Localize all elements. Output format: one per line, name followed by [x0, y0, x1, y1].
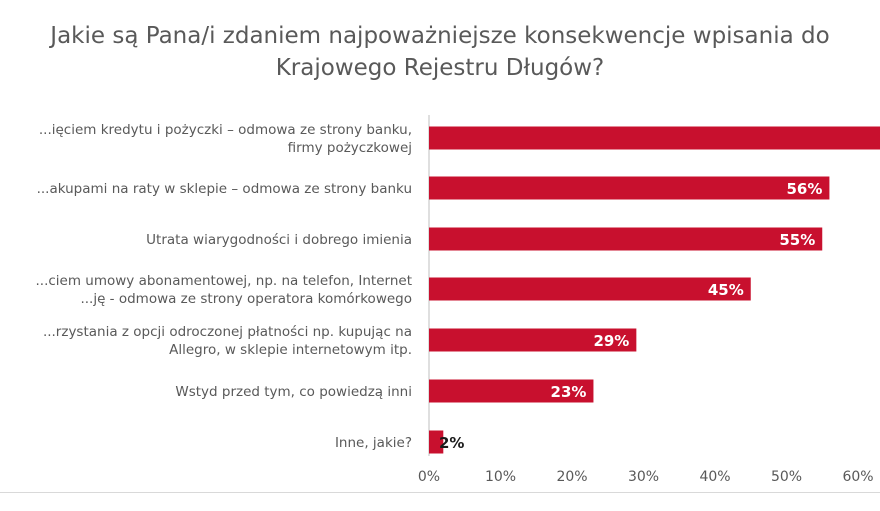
category-label-3-line-1: Utrata wiarygodności i dobrego imienia	[146, 232, 412, 248]
category-label-7-line-1: Inne, jakie?	[335, 435, 412, 451]
bar-6	[429, 379, 594, 403]
chart-title-line-2: Krajowego Rejestru Długów?	[275, 55, 605, 81]
x-tick-label-3: 20%	[556, 469, 587, 485]
data-label-6: 23%	[551, 383, 587, 401]
data-label-5: 29%	[593, 332, 629, 350]
bar-4	[429, 277, 751, 301]
x-tick-label-5: 40%	[699, 469, 730, 485]
bar-7	[429, 430, 444, 454]
x-tick-label-7: 60%	[842, 469, 873, 485]
x-tick-label-2: 10%	[485, 469, 516, 485]
bar-2	[429, 176, 830, 200]
category-label-1-line-2: firmy pożyczkowej	[288, 140, 412, 156]
chart-title: Jakie są Pana/i zdaniem najpoważniejsze …	[0, 20, 880, 84]
category-label-6-line-1: Wstyd przed tym, co powiedzą inni	[175, 384, 412, 400]
data-label-2: 56%	[786, 180, 822, 198]
category-label-1-line-1: ...ięciem kredytu i pożyczki – odmowa ze…	[39, 122, 412, 138]
x-tick-label-4: 30%	[628, 469, 659, 485]
chart-title-line-1: Jakie są Pana/i zdaniem najpoważniejsze …	[50, 23, 830, 49]
category-label-5-line-1: ...rzystania z opcji odroczonej płatnośc…	[43, 324, 412, 340]
category-label-4-line-2: ...ję - odmowa ze strony operatora komór…	[80, 291, 412, 307]
bar-3	[429, 227, 823, 251]
category-label-5-line-2: Allegro, w sklepie internetowym itp.	[169, 342, 412, 358]
x-tick-label-6: 50%	[771, 469, 802, 485]
x-tick-label-1: 0%	[418, 469, 440, 485]
category-label-2-line-1: ...akupami na raty w sklepie – odmowa ze…	[37, 181, 412, 197]
data-label-3: 55%	[779, 231, 815, 249]
data-label-7: 2%	[439, 434, 464, 452]
bar-1	[429, 126, 880, 150]
bar-5	[429, 328, 637, 352]
data-label-4: 45%	[708, 281, 744, 299]
bottom-border	[0, 492, 880, 493]
category-label-4-line-1: ...ciem umowy abonamentowej, np. na tele…	[36, 273, 413, 289]
